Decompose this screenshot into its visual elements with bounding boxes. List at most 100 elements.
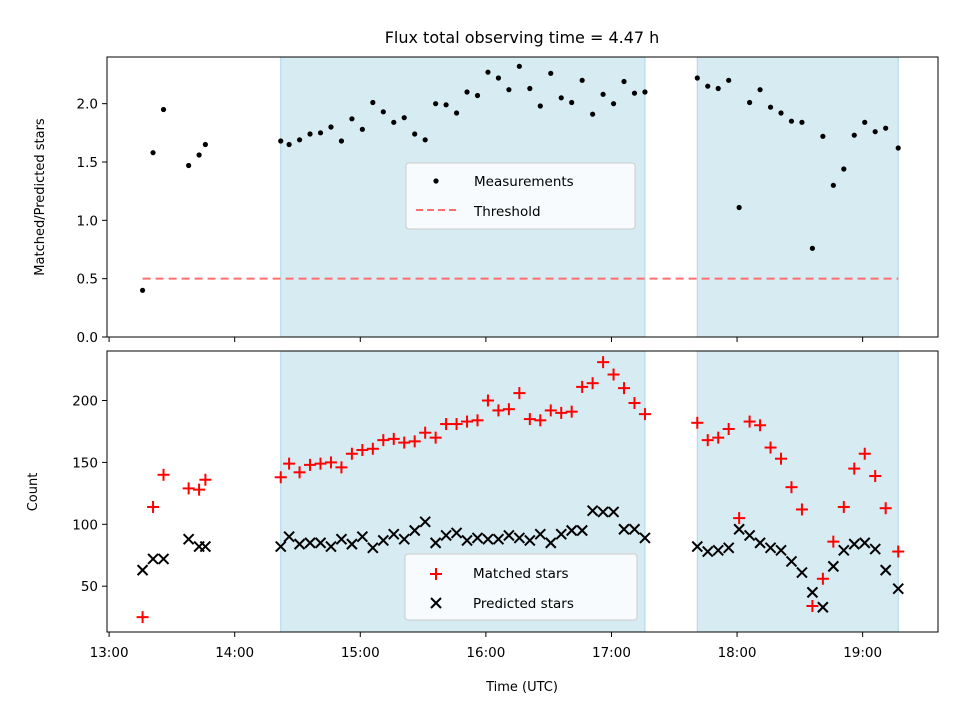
legend-measurements-marker [433,178,439,184]
bottom-legend-box [404,553,638,621]
top-x-ticks [108,337,864,342]
measurement-point [202,141,208,148]
predicted-star-marker [534,528,546,540]
top-legend-box [405,162,636,230]
matched-star-marker [892,545,905,558]
measurement-point [799,119,805,125]
measurement-point [296,137,303,143]
measurement-point [862,119,868,125]
measurement-point [621,78,627,85]
matched-star-marker [555,406,568,419]
measurement-point [286,141,292,148]
matched-star-marker [419,426,432,439]
measurement-point [186,162,192,169]
measurement-point [401,115,407,121]
measurement-point [485,69,491,75]
matched-star-marker [471,414,484,427]
matched-star-marker [199,473,212,486]
matched-star-marker [607,368,620,381]
legend-predicted-marker [430,597,442,609]
matched-star-marker [597,356,610,369]
matched-star-marker [701,434,714,447]
y-tick-label: 1.5 [77,155,98,171]
measurement-point [464,89,470,95]
predicted-star-marker [733,523,745,535]
measurement-point [736,204,742,211]
matched-star-marker [314,457,327,470]
predicted-star-marker [356,530,369,543]
measurement-point [139,287,146,293]
matched-star-marker [879,502,892,515]
matched-star-marker [408,435,421,448]
matched-star-marker [754,419,767,432]
matched-star-marker [440,418,453,431]
bottom-axes-frame [106,350,939,633]
predicted-stars-points [136,504,904,613]
measurement-point [590,111,596,117]
measurement-point [443,102,449,108]
predicted-star-marker [503,529,515,542]
top-y-axis-label: Matched/Predicted stars [33,118,48,276]
predicted-star-marker [513,532,526,544]
predicted-star-marker [199,540,212,553]
measurement-point [642,89,648,95]
legend-matched-marker [430,568,442,580]
legend-threshold-label: Threshold [473,204,541,220]
legend-matched-label: Matched stars [473,566,569,582]
predicted-star-marker [859,537,871,549]
predicted-star-marker [817,601,829,613]
measurement-point [278,138,284,144]
matched-star-marker [136,611,149,624]
bottom-x-ticks: 13:00 14:00 15:00 16:00 17:00 18:00 19:00 [90,632,882,661]
predicted-star-marker [388,528,400,540]
predicted-star-marker [335,533,348,545]
matched-star-marker [869,470,882,483]
matched-star-marker [304,458,317,471]
predicted-star-marker [377,534,390,547]
matched-star-marker [387,432,400,445]
measurement-point [579,77,585,83]
matched-star-marker [492,404,505,417]
measurement-point [349,116,355,122]
bottom-legend: Matched stars Predicted stars [404,553,638,621]
predicted-star-marker [293,538,306,550]
measurement-point [516,63,522,69]
matched-star-marker [377,434,390,447]
predicted-star-marker [450,527,463,539]
top-y-ticks: 0.0 0.5 1.0 1.5 2.0 [77,97,107,346]
matched-star-marker [576,380,589,393]
matched-star-marker [618,382,631,395]
matched-star-marker [827,535,840,548]
matched-star-marker [858,447,871,460]
top-axes-frame [106,56,939,338]
matched-star-marker [722,422,735,435]
matched-stars-points [136,356,905,624]
predicted-star-marker [283,530,295,543]
measurement-point [527,85,533,92]
matched-star-marker [429,431,442,444]
predicted-star-marker [136,564,149,576]
matched-star-marker [628,396,641,409]
measurement-point [412,131,418,137]
predicted-star-marker [607,506,620,518]
matched-star-marker [638,408,651,421]
measurement-point [391,119,397,125]
predicted-star-marker [314,537,327,549]
predicted-star-marker [869,543,881,555]
predicted-star-marker [182,533,195,545]
y-tick-label: 200 [72,394,98,410]
predicted-star-marker [775,544,787,557]
x-tick-label: 15:00 [341,645,380,661]
measurement-point [474,92,481,99]
predicted-star-marker [325,540,337,553]
predicted-star-marker [618,523,630,535]
matched-star-marker [523,413,536,426]
matched-star-marker [345,447,358,460]
predicted-star-marker [367,542,379,554]
predicted-star-marker [157,553,170,565]
measurement-points [139,63,901,293]
predicted-star-marker [722,542,735,554]
predicted-star-marker [429,537,442,549]
predicted-star-marker [892,582,904,595]
measurement-point [600,91,606,97]
